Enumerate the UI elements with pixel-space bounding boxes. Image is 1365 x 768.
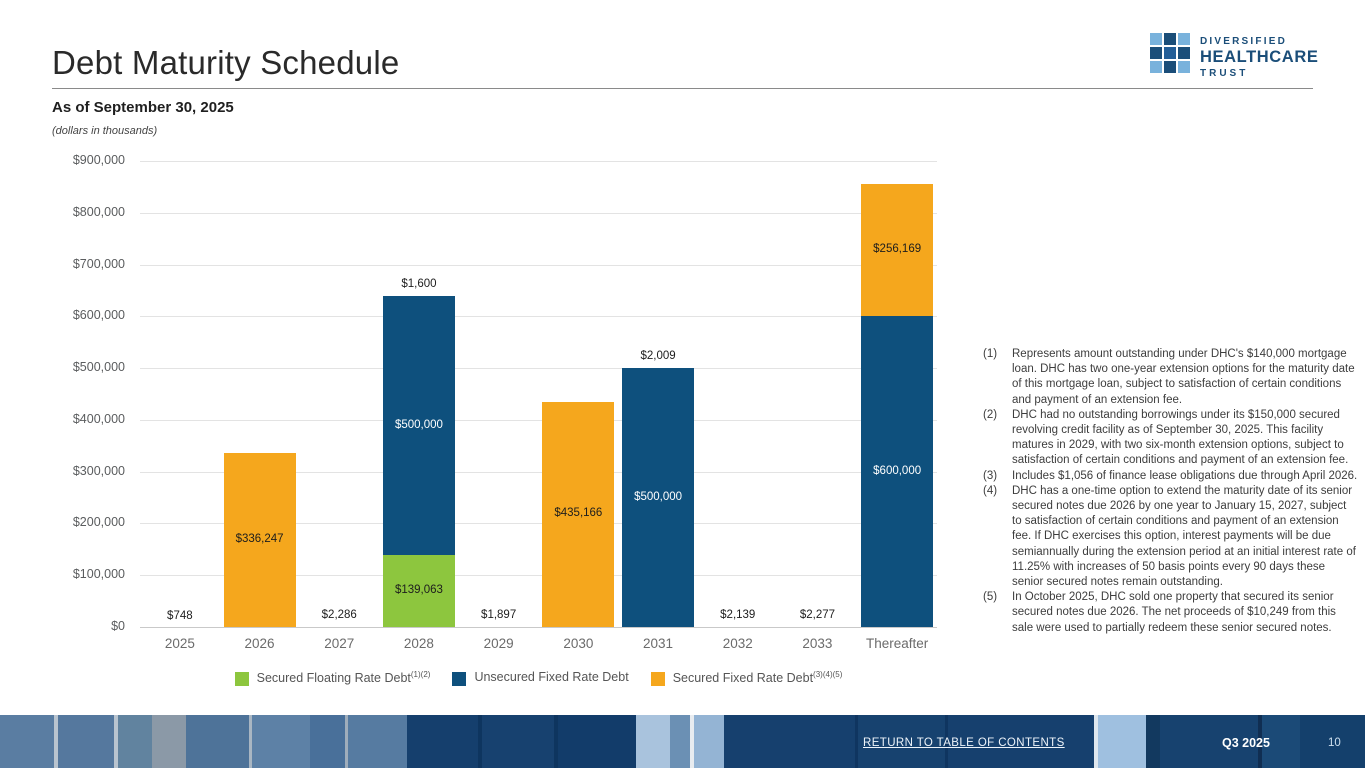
page-number: 10 <box>1328 737 1341 749</box>
x-tick-label: 2030 <box>563 636 594 651</box>
footer-bar: RETURN TO TABLE OF CONTENTS Q3 2025 10 <box>0 715 1365 768</box>
footnote-text: Includes $1,056 of finance lease obligat… <box>1012 469 1358 482</box>
footnote-item: (5) In October 2025, DHC sold one propert… <box>983 590 1359 636</box>
gridline <box>140 471 937 473</box>
y-tick-label: $700,000 <box>72 256 125 271</box>
legend-label: Unsecured Fixed Rate Debt <box>474 670 629 684</box>
footnote-text: DHC has a one-time option to extend the … <box>1012 484 1356 589</box>
legend-swatch-icon <box>234 672 249 686</box>
footnote-text: In October 2025, DHC sold one property t… <box>1012 591 1336 634</box>
y-tick-label: $0 <box>111 619 125 633</box>
return-to-toc-link[interactable]: RETURN TO TABLE OF CONTENTS <box>863 737 1065 749</box>
legend-label: Secured Floating Rate Debt(1)(2) <box>256 670 431 686</box>
footnote-text: DHC had no outstanding borrowings under … <box>1012 408 1349 467</box>
legend-swatch-icon <box>452 672 467 686</box>
x-tick-label: 2025 <box>164 636 195 651</box>
bar-value-label: $336,247 <box>235 532 284 545</box>
bar-value-label: $748 <box>167 609 193 622</box>
bar-value-label: $256,169 <box>873 243 922 255</box>
footnote-item: (4) DHC has a one-time option to extend t… <box>983 484 1359 590</box>
bar-value-label: $1,897 <box>481 609 517 622</box>
y-tick-label: $800,000 <box>72 204 125 219</box>
x-tick-label: Thereafter <box>866 636 929 651</box>
y-tick-label: $400,000 <box>72 411 125 426</box>
page-title: Debt Maturity Schedule <box>52 44 400 81</box>
x-tick-label: 2026 <box>244 636 275 651</box>
footnote-item: (2) DHC had no outstanding borrowings und… <box>983 408 1359 469</box>
bar-value-label: $500,000 <box>394 418 443 431</box>
chart-legend: Secured Floating Rate Debt(1)(2) Unsecure… <box>140 670 937 686</box>
x-tick-label: 2033 <box>802 636 833 651</box>
bar-value-label: $600,000 <box>873 464 922 477</box>
legend-swatch-icon <box>650 672 665 686</box>
footnote-number: (2) <box>983 408 998 421</box>
logo-line-healthcare: HEALTHCARE <box>1200 48 1319 66</box>
title-divider <box>52 88 1313 89</box>
bar-value-label: $139,063 <box>394 583 443 596</box>
dhc-logo-wordmark: DIVERSIFIED HEALTHCARE TRUST <box>1200 36 1318 79</box>
footnote-number: (1) <box>983 348 998 360</box>
gridline <box>140 161 937 162</box>
bar-segment <box>542 401 615 627</box>
gridline <box>140 212 937 214</box>
gridline <box>140 523 937 525</box>
bar-segment <box>223 452 296 627</box>
logo-line-trust: TRUST <box>1200 68 1249 79</box>
gridline <box>140 575 937 577</box>
as-of-date: As of September 30, 2025 <box>52 99 234 116</box>
y-tick-label: $600,000 <box>72 308 125 323</box>
gridline <box>140 316 937 318</box>
footnote-item: (1) Represents amount outstanding under D… <box>983 347 1359 408</box>
gridline <box>140 368 937 370</box>
bar-segment <box>382 554 455 627</box>
bar-segment <box>861 183 934 317</box>
gridline <box>140 627 937 628</box>
footnotes: (1) Represents amount outstanding under D… <box>983 347 1359 636</box>
x-tick-label: 2028 <box>403 636 434 651</box>
x-tick-label: 2032 <box>722 636 753 651</box>
y-tick-label: $500,000 <box>72 360 125 375</box>
x-tick-label: 2027 <box>324 636 355 651</box>
x-tick-label: 2031 <box>643 636 674 651</box>
footnote-number: (3) <box>983 469 998 482</box>
bar-value-label: $435,166 <box>554 507 603 520</box>
bar-segment <box>861 316 934 627</box>
bar-value-label: $1,600 <box>401 278 437 291</box>
y-tick-label: $900,000 <box>72 153 125 167</box>
bar-value-label: $2,009 <box>640 350 676 363</box>
bar-segment <box>382 296 455 555</box>
dhc-logo-icon <box>1150 33 1192 75</box>
footnote-number: (4) <box>983 484 998 497</box>
gridline <box>140 419 937 421</box>
bar-value-label: $500,000 <box>634 490 683 503</box>
footnote-number: (5) <box>983 591 998 604</box>
footnote-text: Represents amount outstanding under DHC'… <box>1012 348 1355 406</box>
legend-label: Secured Fixed Rate Debt(3)(4)(5) <box>672 670 843 686</box>
quarter-label: Q3 2025 <box>1222 736 1270 750</box>
gridline <box>140 264 937 266</box>
units-note: (dollars in thousands) <box>52 125 158 137</box>
bar-value-label: $2,277 <box>799 608 836 621</box>
x-tick-label: 2029 <box>483 636 514 651</box>
legend-item: Unsecured Fixed Rate Debt <box>452 670 629 686</box>
y-tick-label: $200,000 <box>72 515 125 530</box>
legend-item: Secured Fixed Rate Debt(3)(4)(5) <box>650 670 843 686</box>
bar-segment <box>622 368 695 627</box>
y-tick-label: $300,000 <box>72 463 125 478</box>
footnote-item: (3) Includes $1,056 of finance lease obli… <box>983 469 1359 484</box>
bar-value-label: $2,139 <box>720 608 756 621</box>
logo-line-diversified: DIVERSIFIED <box>1200 36 1287 47</box>
legend-item: Secured Floating Rate Debt(1)(2) <box>234 670 431 686</box>
y-tick-label: $100,000 <box>72 567 125 582</box>
bar-value-label: $2,286 <box>321 608 357 621</box>
